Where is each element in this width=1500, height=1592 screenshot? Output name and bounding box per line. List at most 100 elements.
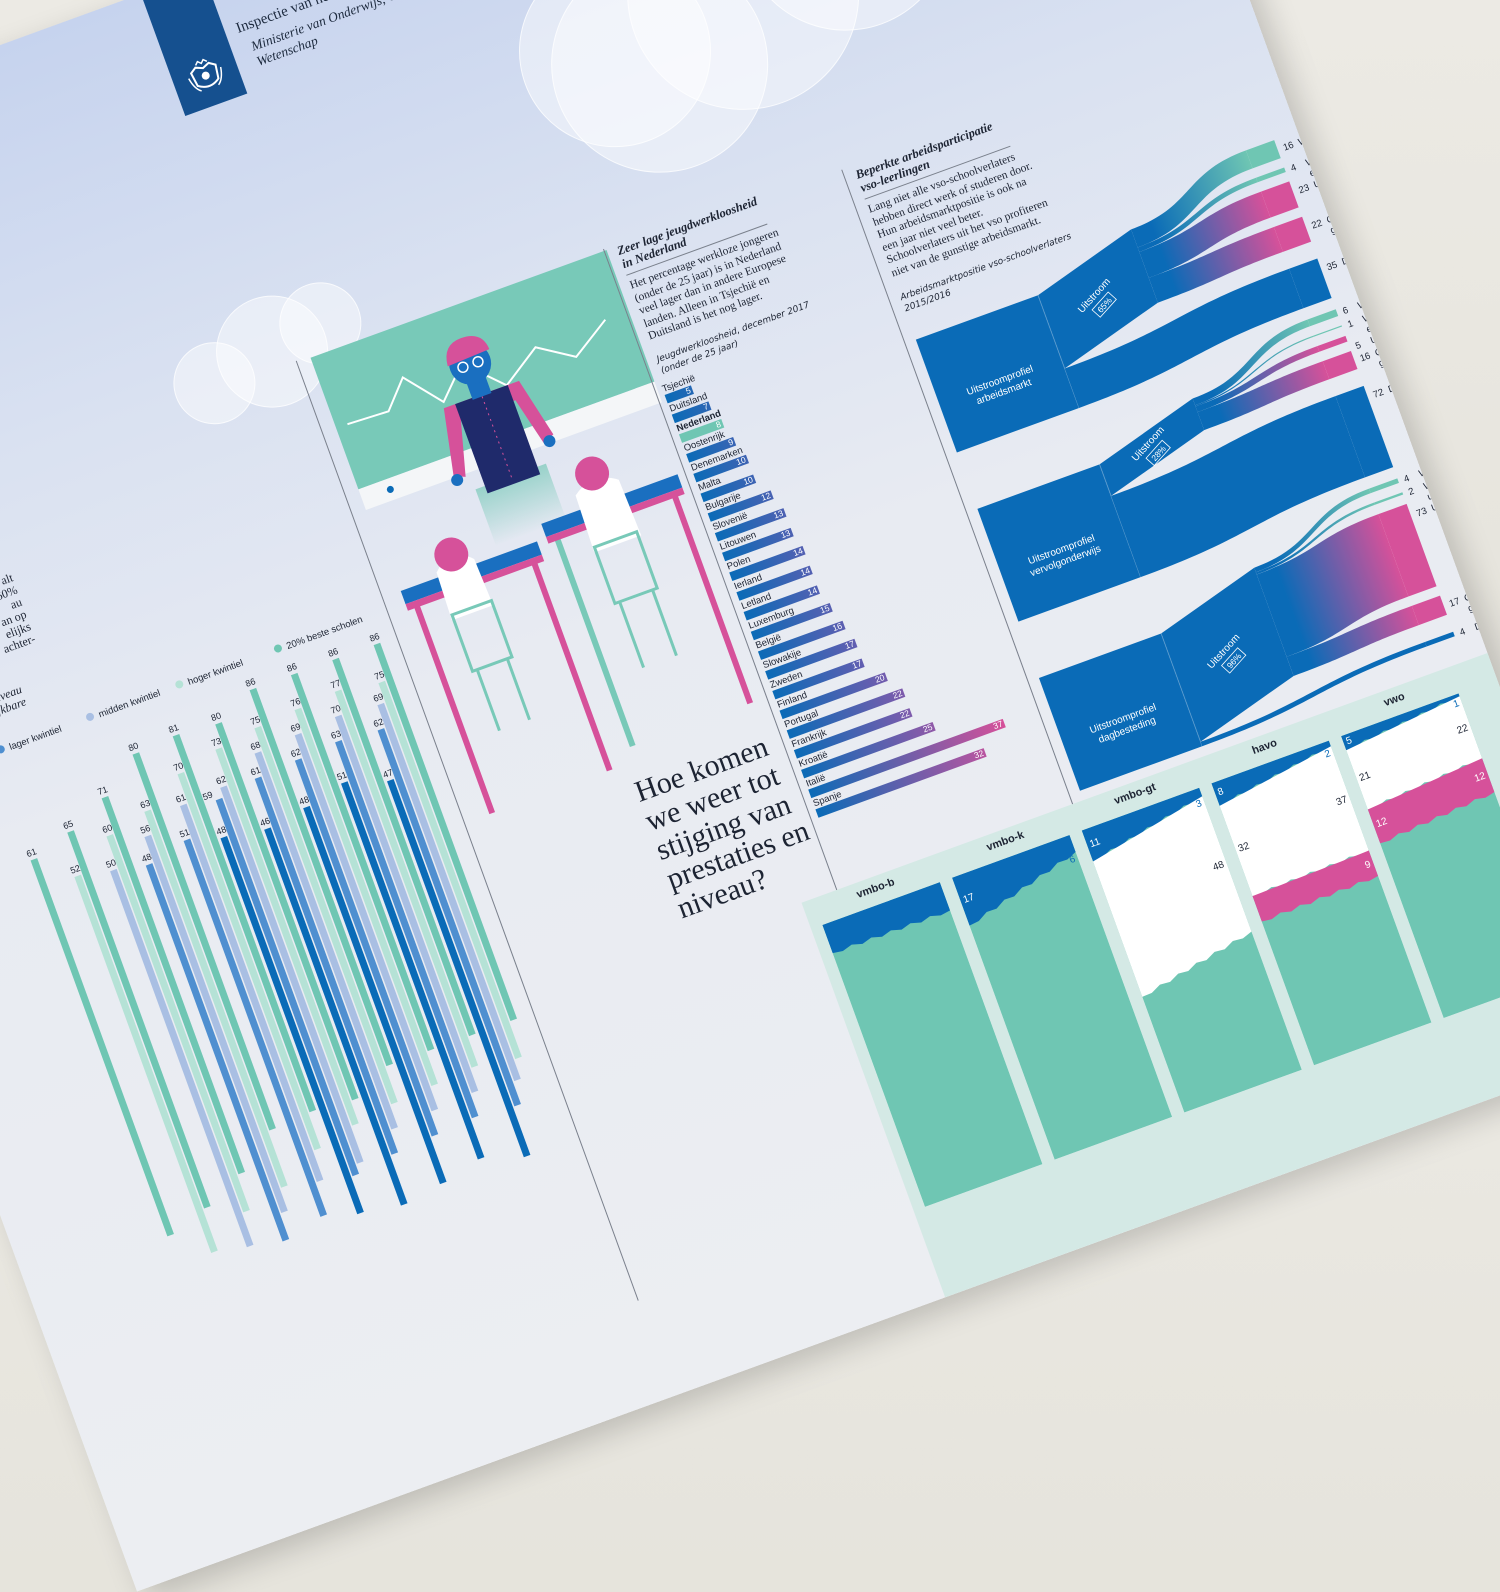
- bar-value-label: 75: [249, 714, 262, 727]
- flow-value: 2: [1407, 486, 1416, 498]
- bar-value-label: 80: [127, 740, 140, 753]
- doorstroom-flow: [1064, 268, 1304, 408]
- bar-value-label: 48: [298, 794, 311, 807]
- area-layer-white: [1219, 746, 1369, 897]
- flow-target: [1374, 492, 1404, 505]
- uitstroom-flow: [1256, 514, 1409, 657]
- bar-value-label: 61: [249, 765, 262, 778]
- area-layer-blue: [1341, 693, 1460, 751]
- uitstroom-flow: [1286, 605, 1419, 676]
- legend-label: lager kwintiel: [8, 724, 63, 753]
- coat-of-arms-icon: [188, 58, 223, 92]
- bar-value-label: 59: [201, 789, 214, 802]
- legend-dot-icon: [175, 680, 184, 689]
- bar-value-label: 86: [244, 676, 257, 689]
- bar-value-label: 86: [285, 661, 298, 674]
- classroom-illustration: [310, 250, 754, 815]
- flow-label: Werknemer en: [1422, 461, 1484, 493]
- percentage-badge: [1145, 439, 1171, 467]
- student-girl: [434, 537, 531, 732]
- bar-value-label: 80: [210, 710, 223, 723]
- profile-box: [915, 295, 1080, 453]
- bar-value-label: 69: [289, 721, 302, 734]
- logo-banner: [137, 0, 248, 117]
- uitstroom-flow: [1255, 502, 1375, 575]
- legend-dot-icon: [0, 745, 5, 754]
- uitstroom-band: [1099, 398, 1205, 496]
- flow-target: [1369, 478, 1399, 494]
- flow-target: [1424, 631, 1455, 647]
- area-layer-blue: [1211, 740, 1331, 806]
- flow-target: [1273, 216, 1312, 252]
- bar-value-label: 65: [62, 818, 75, 831]
- area-layer-blue: [1081, 787, 1203, 862]
- flow-label: Geen werk,: [1374, 332, 1423, 359]
- bar-value-label: 63: [139, 798, 152, 811]
- flow-label: en uitkering: [1308, 152, 1358, 179]
- flow-value: 16: [1282, 140, 1296, 154]
- flow-label: Werknemer: [1361, 298, 1411, 325]
- percentage-badge: [1091, 291, 1117, 318]
- flow-label: Uitkering: [1369, 323, 1408, 346]
- bar-value-label: 47: [381, 767, 394, 780]
- bar-value-label: 62: [215, 774, 228, 787]
- bar-value-label: 8: [714, 418, 723, 430]
- uitstroom-flow: [1139, 191, 1271, 278]
- bar-value-label: 61: [25, 846, 38, 859]
- flow-value: 22: [1310, 218, 1324, 232]
- flow-value: 72: [1372, 387, 1386, 401]
- bar-value-label: 70: [329, 703, 342, 716]
- flow-value: 1: [1346, 318, 1355, 330]
- bar-value-label: 75: [373, 669, 386, 682]
- student-boy: [575, 456, 678, 669]
- flow-target: [1289, 258, 1332, 309]
- bar-value-label: 62: [289, 746, 302, 759]
- flow-label: en uitkering: [1365, 308, 1415, 335]
- legend-label: hoger kwintiel: [186, 658, 244, 688]
- percentage-badge: [1221, 647, 1247, 674]
- bar-value-label: 76: [289, 696, 302, 709]
- flow-target: [1313, 325, 1343, 337]
- bar-value-label: 81: [167, 722, 180, 735]
- flow-label: Werknemer: [1356, 285, 1406, 312]
- bar-value-label: 51: [178, 827, 191, 840]
- doorstroom-flow: [1200, 641, 1427, 747]
- flow-label: Werknemer: [1417, 453, 1467, 480]
- uitstroom-flow: [1197, 361, 1330, 431]
- flow-label: geen uitkering: [1329, 206, 1389, 237]
- flow-label: Werknemer: [1304, 142, 1354, 169]
- bar-value-label: 7: [701, 401, 710, 413]
- flow-target: [1307, 309, 1339, 327]
- bar-value-label: 62: [372, 716, 385, 729]
- bar-value-label: 56: [139, 823, 152, 836]
- flow-value: 73: [1415, 506, 1429, 520]
- flow-label: Geen werk,: [1463, 577, 1500, 604]
- flow-label: Uitkering: [1430, 491, 1469, 514]
- legend-label: midden kwintiel: [97, 688, 162, 721]
- bar-value-label: 70: [172, 760, 185, 773]
- flow-target: [1261, 181, 1299, 218]
- flow-value: 23: [1297, 182, 1311, 196]
- doorstroom-flow: [1111, 396, 1366, 578]
- flow-value: 17: [1448, 596, 1462, 610]
- bar-value-label: 50: [105, 857, 118, 870]
- flow-label: Doorstroom: [1340, 241, 1390, 268]
- flow-target: [1317, 335, 1348, 352]
- uitstroom-flow: [1195, 346, 1320, 413]
- bar-value-label: 68: [249, 739, 262, 752]
- flow-label: Doorstroom: [1387, 368, 1437, 395]
- legend-dot-icon: [86, 712, 95, 721]
- uitstroom-flow: [1254, 488, 1371, 573]
- bar-value-label: 48: [140, 851, 153, 864]
- flow-target: [1411, 595, 1447, 626]
- flow-value: 4: [1402, 473, 1411, 485]
- area-layer-white: [1346, 696, 1483, 810]
- bar-value-label: 46: [259, 816, 272, 829]
- flow-target: [1335, 385, 1394, 478]
- bar-value-label: 48: [215, 824, 228, 837]
- flow-label: Doorstroom: [1473, 606, 1500, 633]
- bar-value-label: 86: [327, 646, 340, 659]
- flow-value: 35: [1325, 259, 1339, 273]
- uitstroom-flow: [1195, 335, 1314, 407]
- bar-value-label: 9: [726, 436, 735, 448]
